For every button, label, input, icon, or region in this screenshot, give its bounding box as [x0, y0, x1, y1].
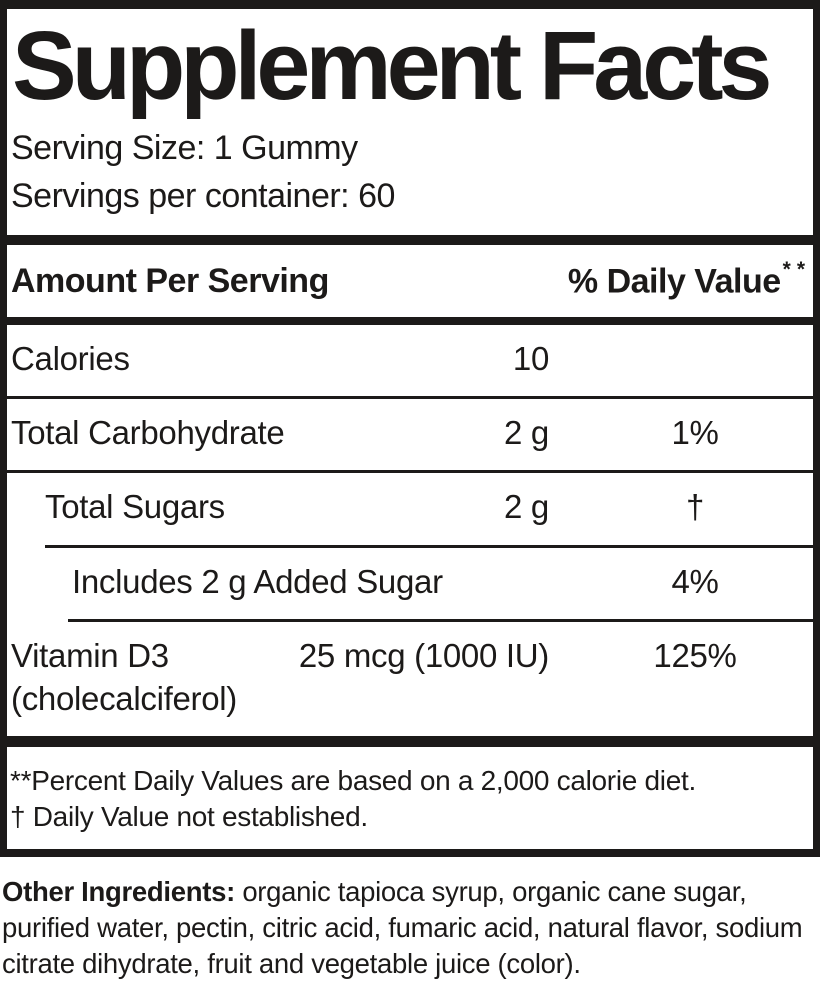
divider-thin-indented — [45, 544, 813, 548]
servings-per-container-line: Servings per container: 60 — [11, 177, 395, 216]
nutrient-amount: 2 g — [504, 488, 549, 526]
nutrient-daily-value: 1% — [671, 414, 719, 452]
nutrient-amount: 25 mcg (1000 IU) — [298, 636, 549, 674]
daily-value-header: % Daily Value** — [567, 258, 809, 301]
divider-thick-footnotes — [7, 736, 813, 748]
daily-value-asterisks: ** — [782, 257, 811, 281]
nutrient-daily-value: 4% — [671, 562, 719, 600]
nutrient-amount: 2 g — [504, 414, 549, 452]
nutrient-amount: 10 — [512, 339, 549, 377]
nutrient-name: Total Sugars — [45, 488, 225, 526]
panel-title: Supplement Facts — [12, 11, 772, 120]
footnote-dagger: † Daily Value not established. — [10, 801, 368, 832]
amount-per-serving-header: Amount Per Serving — [11, 261, 329, 300]
serving-size-line: Serving Size: 1 Gummy — [11, 129, 358, 167]
divider-thin — [7, 396, 813, 400]
other-ingredients-text: organic tapioca syrup, organic cane suga… — [2, 875, 803, 979]
divider-thick-top — [7, 234, 813, 245]
other-ingredients: Other Ingredients: organic tapioca syrup… — [2, 874, 818, 982]
nutrient-name-sub: (cholecalciferol) — [11, 680, 237, 718]
nutrient-name: Calories — [11, 339, 130, 377]
footnote-percent-daily-value: **Percent Daily Values are based on a 2,… — [10, 765, 696, 797]
nutrient-name: Includes 2 g Added Sugar — [72, 562, 443, 600]
nutrient-daily-value: 125% — [653, 636, 737, 674]
daily-value-label: % Daily Value — [567, 261, 781, 300]
divider-thin — [7, 470, 813, 474]
nutrient-row-added-sugar: Includes 2 g Added Sugar 4% — [11, 548, 809, 619]
divider-header — [7, 316, 813, 325]
nutrient-row-total-carbohydrate: Total Carbohydrate 2 g 1% — [11, 399, 809, 470]
footnotes: **Percent Daily Values are based on a 2,… — [10, 747, 809, 848]
nutrient-row-total-sugars: Total Sugars 2 g † — [11, 473, 809, 544]
nutrient-name: Vitamin D3 — [11, 636, 169, 674]
serving-info: Serving Size: 1 Gummy Servings per conta… — [11, 124, 809, 221]
divider-thin-indented — [68, 618, 813, 622]
nutrient-name: Total Carbohydrate — [11, 414, 285, 452]
table-header-row: Amount Per Serving % Daily Value** — [11, 245, 809, 317]
other-ingredients-label: Other Ingredients: — [2, 875, 235, 907]
nutrient-daily-value: † — [685, 488, 705, 526]
nutrient-row-calories: Calories 10 — [11, 325, 809, 396]
supplement-facts-panel: Supplement Facts Serving Size: 1 Gummy S… — [0, 0, 820, 857]
nutrient-row-vitamin-d3: Vitamin D3 (cholecalciferol) 25 mcg (100… — [11, 622, 809, 737]
